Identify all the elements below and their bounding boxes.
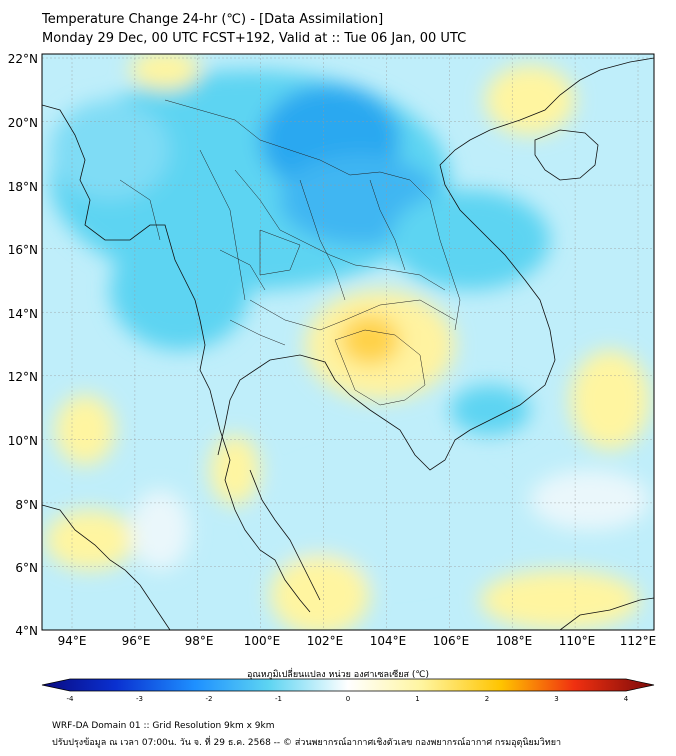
footer-credit: ปรับปรุงข้อมูล ณ เวลา 07:00น. วัน จ. ที่…	[52, 738, 562, 748]
lat-label: 16°N	[7, 243, 38, 257]
lon-label: 96°E	[121, 634, 151, 648]
chart-title: Temperature Change 24-hr (℃) - [Data Ass…	[42, 12, 384, 27]
temperature-field	[42, 54, 654, 630]
lon-label: 94°E	[57, 634, 87, 648]
admin-borders	[119, 99, 461, 406]
chart-subtitle: Monday 29 Dec, 00 UTC FCST+192, Valid at…	[42, 31, 467, 46]
colorbar-gradient	[41, 678, 655, 692]
colorbar-tick-label: 2	[485, 695, 489, 703]
colorbar-tick-label: 3	[554, 695, 558, 703]
colorbar-label: อุณหภูมิเปลี่ยนแปลง หน่วย องศาเซลเซียส (…	[246, 670, 430, 680]
colorbar: -4 -3 -2 -1 0 1 2 3 4	[41, 678, 655, 703]
lat-label: 10°N	[7, 434, 38, 448]
footer-model-info: WRF-DA Domain 01 :: Grid Resolution 9km …	[52, 721, 275, 731]
colorbar-tick-label: 0	[346, 695, 350, 703]
lon-label: 106°E	[432, 634, 470, 648]
colorbar-tick-label: -2	[206, 695, 213, 703]
lon-label: 104°E	[369, 634, 407, 648]
lat-label: 8°N	[15, 498, 38, 512]
lat-label: 22°N	[7, 52, 38, 66]
coastlines	[41, 57, 655, 631]
lat-label: 20°N	[7, 116, 38, 130]
lon-label: 108°E	[495, 634, 533, 648]
colorbar-tick-label: -3	[136, 695, 143, 703]
lat-label: 6°N	[15, 561, 38, 575]
colorbar-ticks: -4 -3 -2 -1 0 1 2 3 4	[67, 695, 629, 703]
lat-label: 12°N	[7, 370, 38, 384]
lon-label: 102°E	[306, 634, 344, 648]
colorbar-tick-label: -4	[67, 695, 75, 703]
lon-label: 110°E	[558, 634, 596, 648]
map-grid	[42, 54, 654, 631]
colorbar-tick-label: -1	[275, 695, 282, 703]
lon-label: 112°E	[619, 634, 657, 648]
lon-label: 100°E	[243, 634, 281, 648]
lat-label: 18°N	[7, 180, 38, 194]
lat-label: 4°N	[15, 624, 38, 638]
colorbar-tick-label: 4	[624, 695, 629, 703]
map-frame	[41, 53, 655, 631]
colorbar-tick-label: 1	[415, 695, 419, 703]
lon-label: 98°E	[184, 634, 214, 648]
lat-label: 14°N	[7, 307, 38, 321]
